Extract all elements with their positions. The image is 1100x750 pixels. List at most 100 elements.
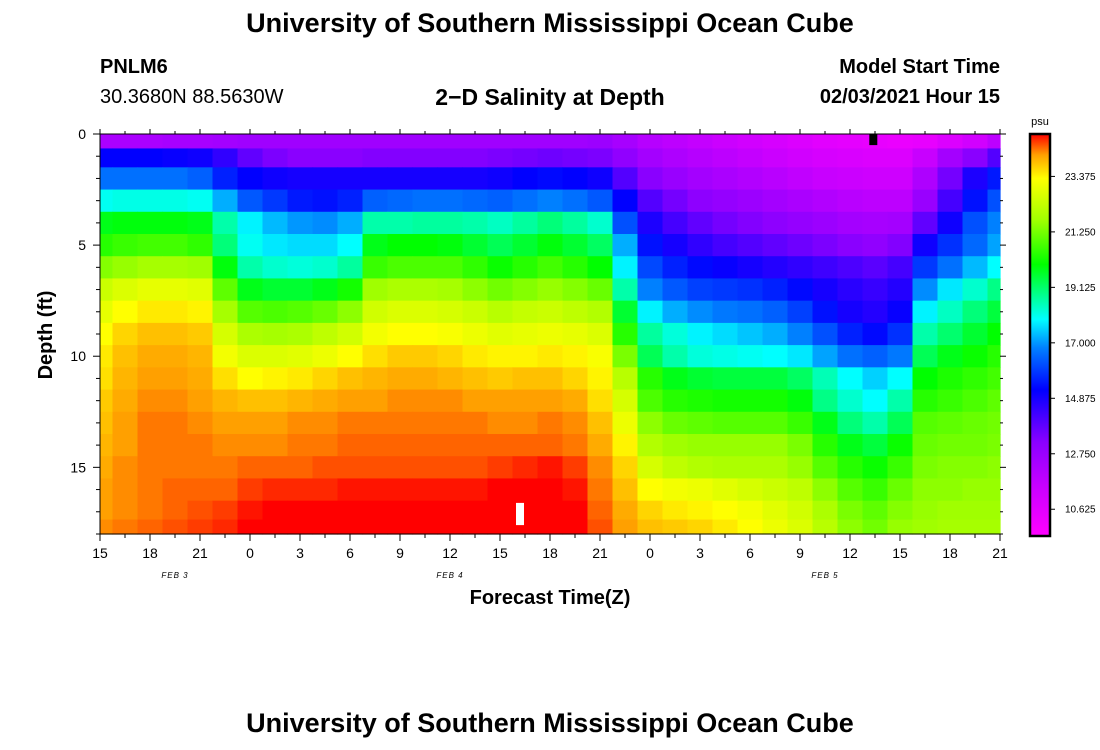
heatmap-cell (212, 345, 239, 368)
heatmap-cell (387, 411, 414, 435)
heatmap-cell (312, 322, 339, 346)
heatmap-cell (537, 322, 564, 346)
heatmap-cell (487, 411, 514, 435)
heatmap-cell (387, 134, 414, 150)
heatmap-cell (412, 189, 439, 213)
heatmap-cell (287, 411, 314, 435)
heatmap-cell (312, 456, 339, 480)
heatmap-cell (462, 148, 489, 168)
heatmap-cell (962, 134, 989, 150)
heatmap-cell (437, 211, 464, 235)
heatmap-cell (112, 278, 139, 302)
heatmap-cell (887, 389, 914, 413)
heatmap-cell (100, 389, 114, 413)
heatmap-cell (562, 389, 589, 413)
heatmap-cell (362, 167, 389, 191)
heatmap-cell (287, 389, 314, 413)
heatmap-cell (962, 211, 989, 235)
heatmap-cell (262, 389, 289, 413)
heatmap-cell (787, 300, 814, 324)
heatmap-cell (387, 189, 414, 213)
heatmap-cell (887, 300, 914, 324)
model-start-value: 02/03/2021 Hour 15 (819, 86, 1000, 108)
heatmap-cell (737, 478, 764, 502)
heatmap-cell (587, 434, 614, 457)
heatmap-cell (287, 148, 314, 168)
heatmap-cell (162, 211, 189, 235)
heatmap-cell (537, 478, 564, 502)
heatmap-cell (337, 389, 364, 413)
heatmap-cell (937, 389, 964, 413)
heatmap-cell (712, 411, 739, 435)
heatmap-cell (787, 322, 814, 346)
heatmap-cell (112, 300, 139, 324)
heatmap-cell (887, 434, 914, 457)
x-tick-label: 21 (192, 545, 208, 561)
heatmap-cell (862, 278, 889, 302)
heatmap-cell (512, 134, 539, 150)
heatmap-cell (662, 234, 689, 257)
heatmap-cell (162, 167, 189, 191)
heatmap-cell (687, 478, 714, 502)
heatmap-cell (912, 345, 939, 368)
heatmap-cell (487, 300, 514, 324)
heatmap-cell (237, 500, 264, 521)
heatmap-cell (762, 322, 789, 346)
heatmap-cell (612, 411, 639, 435)
heatmap-cell (487, 167, 514, 191)
heatmap-cell (112, 167, 139, 191)
heatmap-cell (662, 434, 689, 457)
heatmap-cell (312, 300, 339, 324)
heatmap-cell (562, 134, 589, 150)
heatmap-cell (912, 167, 939, 191)
heatmap-cell (987, 189, 1001, 213)
heatmap-cell (912, 519, 939, 535)
heatmap-cell (412, 211, 439, 235)
heatmap-cell (987, 478, 1001, 502)
heatmap-cell (762, 345, 789, 368)
heatmap-cell (637, 300, 664, 324)
heatmap-cell (212, 478, 239, 502)
heatmap-cell (587, 234, 614, 257)
heatmap-cell (437, 478, 464, 502)
heatmap-cell (100, 478, 114, 502)
surface-observation-marker (869, 134, 878, 146)
heatmap-cell (412, 519, 439, 535)
heatmap-cell (187, 478, 214, 502)
heatmap-cell (762, 367, 789, 391)
heatmap-cell (912, 148, 939, 168)
heatmap-cell (362, 500, 389, 521)
heatmap-cell (537, 148, 564, 168)
heatmap-cell (862, 500, 889, 521)
heatmap-cell (462, 278, 489, 302)
heatmap-cell (537, 300, 564, 324)
heatmap-cell (687, 389, 714, 413)
heatmap-cell (587, 300, 614, 324)
heatmap-cell (762, 134, 789, 150)
heatmap-cell (462, 134, 489, 150)
heatmap-cell (387, 167, 414, 191)
heatmap-cell (137, 434, 164, 457)
heatmap-cell (462, 389, 489, 413)
heatmap-cell (462, 322, 489, 346)
heatmap-cell (687, 256, 714, 280)
heatmap-cell (862, 389, 889, 413)
heatmap-cell (362, 519, 389, 535)
heatmap-cell (462, 167, 489, 191)
x-tick-label: 6 (346, 545, 354, 561)
heatmap-cell (987, 211, 1001, 235)
heatmap-cell (100, 148, 114, 168)
heatmap-cell (812, 256, 839, 280)
heatmap-cell (462, 500, 489, 521)
heatmap-cell (937, 434, 964, 457)
heatmap-cell (862, 189, 889, 213)
heatmap-cell (262, 367, 289, 391)
page-title-bottom: University of Southern Mississippi Ocean… (246, 708, 854, 738)
heatmap-cell (262, 345, 289, 368)
heatmap-cell (987, 500, 1001, 521)
heatmap-cell (637, 411, 664, 435)
heatmap-cell (812, 189, 839, 213)
heatmap-cell (937, 134, 964, 150)
heatmap-cell (737, 411, 764, 435)
heatmap-cell (812, 500, 839, 521)
